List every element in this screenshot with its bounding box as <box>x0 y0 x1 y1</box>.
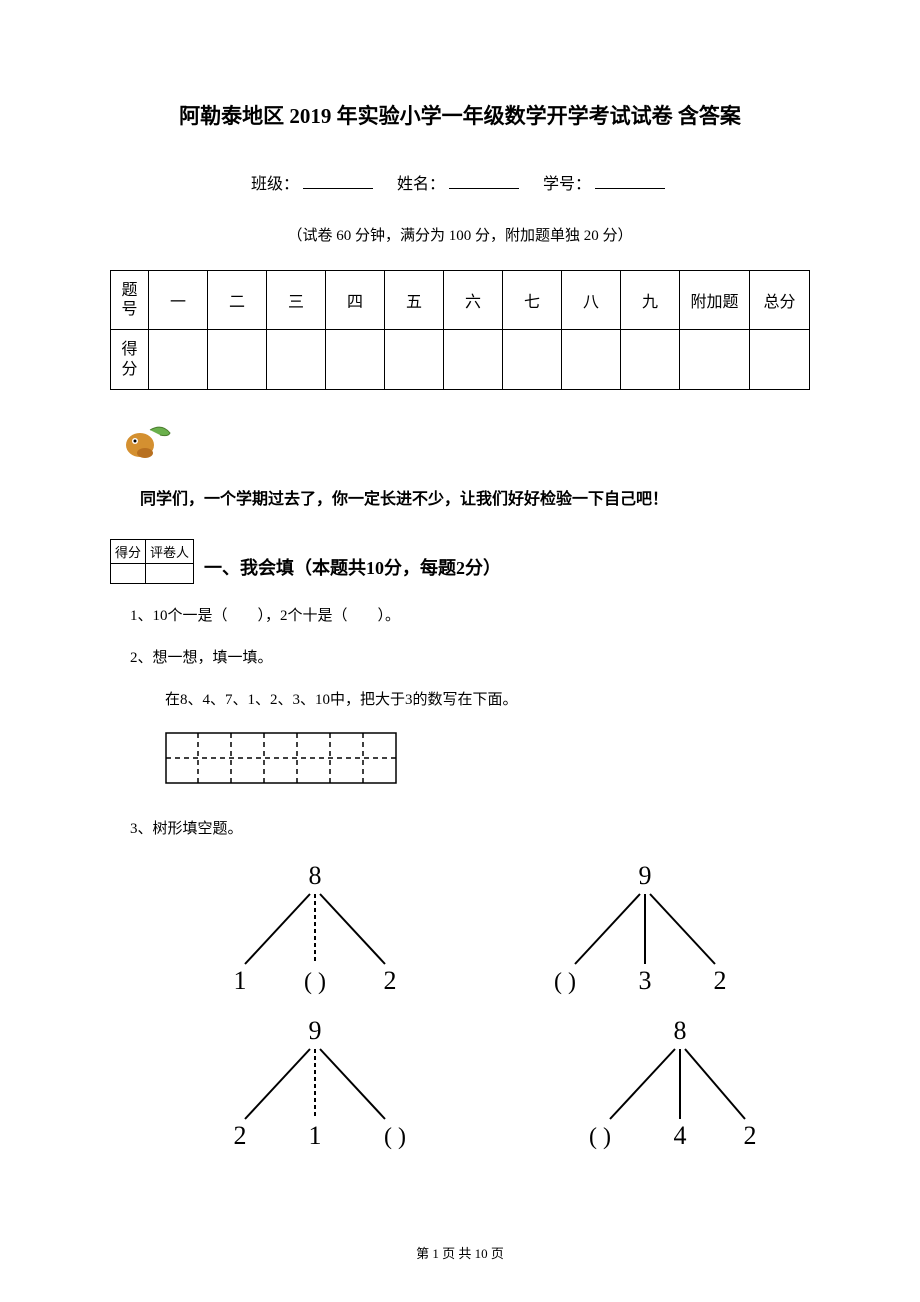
col-header: 附加题 <box>680 271 750 330</box>
svg-text:1: 1 <box>234 966 247 995</box>
id-blank <box>595 188 665 189</box>
row-label: 题号 <box>111 271 149 330</box>
col-header: 七 <box>503 271 562 330</box>
page-footer: 第 1 页 共 10 页 <box>0 1243 920 1262</box>
col-header: 三 <box>267 271 326 330</box>
row-label: 得分 <box>111 330 149 389</box>
svg-text:1: 1 <box>309 1121 322 1150</box>
encourage-text: 同学们，一个学期过去了，你一定长进不少，让我们好好检验一下自己吧！ <box>140 485 810 509</box>
question-2-sub: 在8、4、7、1、2、3、10中，把大于3的数写在下面。 <box>165 688 810 712</box>
question-1: 1、10个一是（ ），2个十是（ ）。 <box>130 604 810 628</box>
mini-empty <box>146 563 194 583</box>
svg-text:2: 2 <box>384 966 397 995</box>
svg-text:3: 3 <box>639 966 652 995</box>
score-cell <box>680 330 750 389</box>
svg-text:( ): ( ) <box>384 1124 406 1150</box>
score-cell <box>326 330 385 389</box>
svg-text:2: 2 <box>234 1121 247 1150</box>
answer-boxes <box>165 732 810 792</box>
col-header: 总分 <box>750 271 810 330</box>
exam-info: （试卷 60 分钟，满分为 100 分，附加题单独 20 分） <box>110 224 810 245</box>
svg-text:2: 2 <box>714 966 727 995</box>
svg-text:( ): ( ) <box>589 1124 611 1150</box>
score-cell <box>385 330 444 389</box>
col-header: 八 <box>562 271 621 330</box>
svg-text:4: 4 <box>674 1121 687 1150</box>
section-header: 得分 评卷人 一、我会填（本题共10分，每题2分） <box>110 539 810 584</box>
mini-empty <box>111 563 146 583</box>
col-header: 四 <box>326 271 385 330</box>
class-blank <box>303 188 373 189</box>
svg-text:9: 9 <box>309 1016 322 1045</box>
student-info-row: 班级： 姓名： 学号： <box>110 170 810 194</box>
class-label: 班级： <box>251 176 299 193</box>
score-cell <box>149 330 208 389</box>
name-blank <box>449 188 519 189</box>
score-cell <box>621 330 680 389</box>
col-header: 五 <box>385 271 444 330</box>
mini-grader-label: 评卷人 <box>146 539 194 563</box>
right-tree: 9 ( ) 3 2 8 ( ) 4 2 <box>525 859 765 1159</box>
score-cell <box>503 330 562 389</box>
score-grader-table: 得分 评卷人 <box>110 539 194 584</box>
col-header: 九 <box>621 271 680 330</box>
id-label: 学号： <box>543 176 591 193</box>
mini-score-label: 得分 <box>111 539 146 563</box>
svg-text:2: 2 <box>744 1121 757 1150</box>
tree-diagrams: 8 1 ( ) 2 9 2 1 ( ) 9 ( ) 3 2 8 ( ) 4 2 <box>150 859 810 1159</box>
section-title: 一、我会填（本题共10分，每题2分） <box>204 554 501 580</box>
svg-text:( ): ( ) <box>554 969 576 995</box>
col-header: 六 <box>444 271 503 330</box>
score-cell <box>267 330 326 389</box>
table-row: 得分 <box>111 330 810 389</box>
svg-text:9: 9 <box>639 861 652 890</box>
score-cell <box>562 330 621 389</box>
score-cell <box>750 330 810 389</box>
score-cell <box>444 330 503 389</box>
col-header: 二 <box>208 271 267 330</box>
svg-text:8: 8 <box>674 1016 687 1045</box>
svg-text:8: 8 <box>309 861 322 890</box>
name-label: 姓名： <box>397 176 445 193</box>
question-2: 2、想一想，填一填。 <box>130 646 810 670</box>
left-tree: 8 1 ( ) 2 9 2 1 ( ) <box>195 859 435 1159</box>
table-row: 题号 一 二 三 四 五 六 七 八 九 附加题 总分 <box>111 271 810 330</box>
col-header: 一 <box>149 271 208 330</box>
question-3: 3、树形填空题。 <box>130 817 810 841</box>
svg-text:( ): ( ) <box>304 969 326 995</box>
score-cell <box>208 330 267 389</box>
page-title: 阿勒泰地区 2019 年实验小学一年级数学开学考试试卷 含答案 <box>110 100 810 130</box>
score-table: 题号 一 二 三 四 五 六 七 八 九 附加题 总分 得分 <box>110 270 810 390</box>
cartoon-icon <box>120 415 175 465</box>
